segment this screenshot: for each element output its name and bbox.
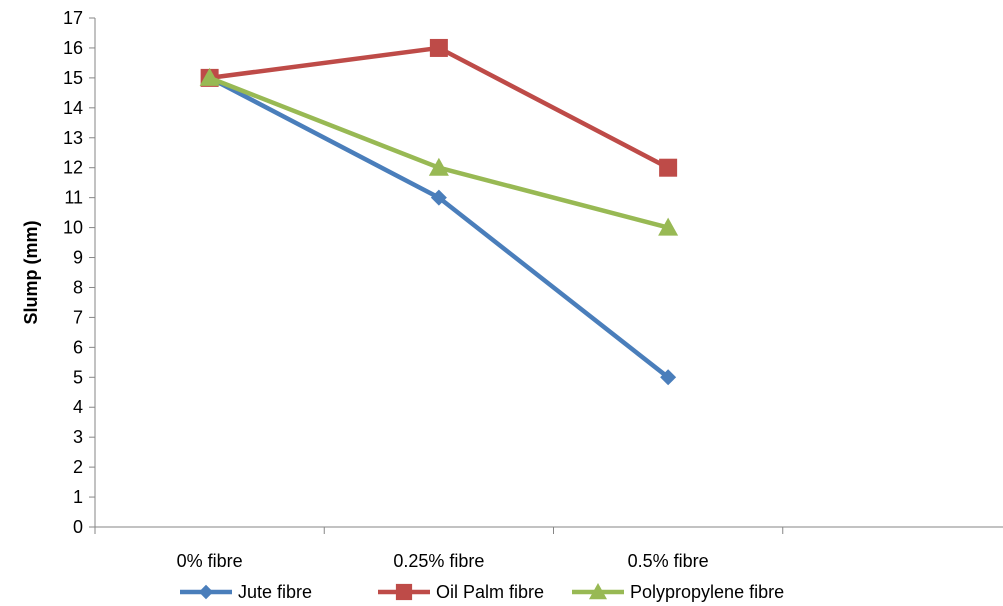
y-tick-label: 0 (73, 517, 83, 537)
y-tick-label: 15 (63, 68, 83, 88)
legend-item-oil-palm-fibre: Oil Palm fibre (378, 582, 544, 602)
y-tick-label: 2 (73, 457, 83, 477)
series-polypropylene-fibre (199, 67, 679, 236)
legend-marker-polypropylene-fibre (589, 583, 607, 600)
y-tick-label: 1 (73, 487, 83, 507)
legend-label: Polypropylene fibre (630, 582, 784, 602)
legend-marker-oil-palm-fibre (395, 583, 413, 601)
y-tick-label: 7 (73, 307, 83, 327)
y-tick-label: 14 (63, 98, 83, 118)
x-tick-label: 0.5% fibre (628, 551, 709, 571)
y-axis-title: Slump (mm) (21, 220, 41, 324)
data-point-jute-fibre (660, 369, 677, 386)
x-tick-label: 0% fibre (177, 551, 243, 571)
x-axis-ticks: 0% fibre 0.25% fibre 0.5% fibre (94, 527, 784, 571)
legend-label: Oil Palm fibre (436, 582, 544, 602)
data-point-polypropylene-fibre (199, 67, 220, 86)
data-point-jute-fibre (430, 189, 447, 206)
y-tick-label: 4 (73, 397, 83, 417)
y-tick-label: 13 (63, 128, 83, 148)
y-tick-label: 9 (73, 248, 83, 268)
data-point-polypropylene-fibre (428, 157, 449, 176)
y-tick-label: 12 (63, 158, 83, 178)
y-tick-label: 17 (63, 8, 83, 28)
x-tick-label: 0.25% fibre (393, 551, 484, 571)
legend-item-polypropylene-fibre: Polypropylene fibre (572, 582, 784, 602)
data-point-oil-palm-fibre (659, 158, 678, 177)
legend-label: Jute fibre (238, 582, 312, 602)
y-tick-label: 5 (73, 367, 83, 387)
data-point-oil-palm-fibre (429, 38, 448, 57)
axes (94, 18, 1003, 528)
y-tick-label: 16 (63, 38, 83, 58)
data-point-polypropylene-fibre (658, 217, 679, 236)
y-tick-label: 3 (73, 427, 83, 447)
legend: Jute fibre Oil Palm fibre Polypropylene fi… (180, 582, 784, 602)
y-tick-label: 11 (64, 188, 83, 208)
legend-item-jute-fibre: Jute fibre (180, 582, 312, 602)
legend-marker-jute-fibre (198, 584, 214, 600)
y-tick-label: 8 (73, 277, 83, 297)
y-tick-label: 6 (73, 337, 83, 357)
y-tick-label: 10 (63, 218, 83, 238)
series-layer (199, 38, 679, 386)
